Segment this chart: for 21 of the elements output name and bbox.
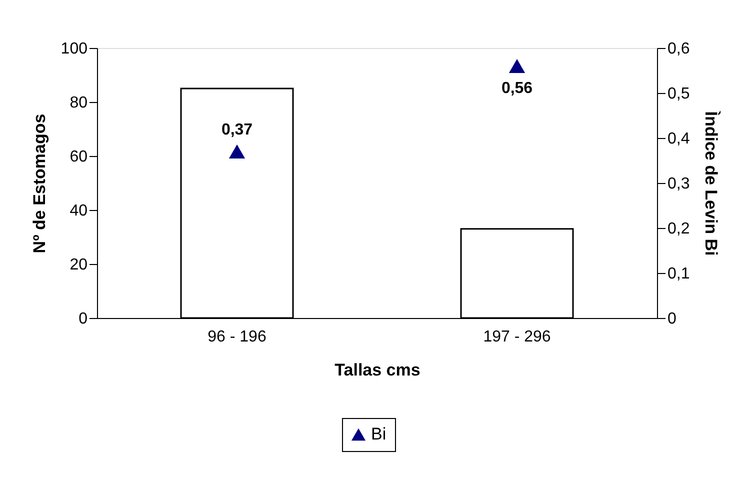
legend-label: Bi xyxy=(371,424,386,444)
x-tick-label: 197 - 296 xyxy=(483,328,551,346)
y2-axis-title: Ìndice de Levin Bi xyxy=(702,110,722,256)
y2-tick-label: 0,3 xyxy=(668,176,690,192)
y-tick-label: 60 xyxy=(70,148,88,166)
y2-tick-label: 0,4 xyxy=(668,130,690,148)
y2-tick-label: 0,2 xyxy=(668,220,690,238)
y-tick-label: 80 xyxy=(70,94,88,112)
y-tick-label: 100 xyxy=(60,40,88,58)
x-tick-label: 96 - 196 xyxy=(208,328,266,346)
data-label: 0,56 xyxy=(501,80,533,97)
y2-tick-label: 0,6 xyxy=(668,40,690,58)
y2-tick-label: 0,5 xyxy=(668,86,690,102)
x-axis-title: Tallas cms xyxy=(334,360,420,380)
y-axis-title: Nº de Estomagos xyxy=(30,114,49,254)
y-tick-label: 0 xyxy=(78,310,88,328)
data-label: 0,37 xyxy=(221,122,253,138)
y-tick-label: 40 xyxy=(70,202,88,220)
y2-tick-label: 0,1 xyxy=(668,266,690,282)
y-tick-label: 20 xyxy=(70,256,88,274)
y2-tick-label: 0 xyxy=(668,310,676,328)
